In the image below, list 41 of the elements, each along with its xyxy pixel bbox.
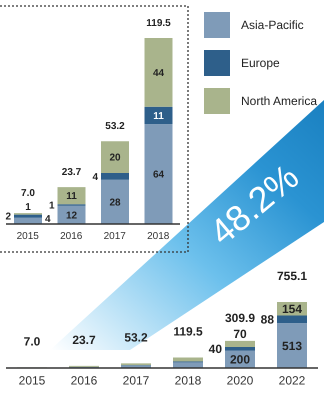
total-label: 53.2 [105, 121, 126, 132]
data-label: 200 [230, 352, 250, 366]
total-label: 7.0 [21, 188, 36, 200]
total-label: 7.0 [24, 334, 41, 348]
x-tick-label: 2022 [278, 374, 306, 388]
data-label: 64 [152, 170, 164, 181]
x-tick-label: 2015 [16, 231, 40, 242]
data-label: 40 [208, 342, 222, 356]
data-label: 1 [48, 200, 55, 212]
total-label: 755.1 [276, 269, 308, 283]
legend-label: Asia-Pacific [241, 18, 304, 32]
total-label: 53.2 [124, 330, 148, 344]
legend-label: North America [241, 94, 318, 108]
data-label: 88 [260, 312, 274, 327]
x-tick-label: 2017 [122, 374, 150, 388]
data-label: 513 [282, 338, 302, 353]
total-label: 309.9 [224, 310, 256, 325]
x-tick-label: 2015 [18, 374, 46, 388]
legend-label: Europe [241, 56, 280, 70]
x-tick-label: 2018 [174, 374, 202, 388]
x-tick-label: 2020 [226, 374, 254, 388]
data-label: 20 [109, 152, 121, 164]
data-label: 44 [152, 68, 164, 79]
data-label: 4 [45, 214, 51, 225]
total-label: 119.5 [146, 18, 172, 29]
data-label: 12 [66, 210, 78, 222]
data-label: 11 [153, 110, 164, 122]
data-label: 4 [92, 172, 98, 183]
x-tick-label: 2018 [147, 231, 170, 242]
x-tick-label: 2016 [60, 231, 83, 242]
total-label: 23.7 [72, 332, 96, 347]
x-tick-label: 2017 [104, 231, 126, 242]
data-label: 154 [282, 302, 302, 316]
x-tick-label: 2016 [70, 374, 98, 388]
total-label: 23.7 [62, 167, 82, 178]
data-label: 28 [109, 197, 121, 208]
data-label: 2 [5, 212, 12, 223]
data-label: 70 [233, 326, 247, 341]
total-label: 119.5 [173, 324, 204, 339]
data-label: 11 [66, 191, 78, 202]
data-label: 1 [25, 202, 32, 214]
